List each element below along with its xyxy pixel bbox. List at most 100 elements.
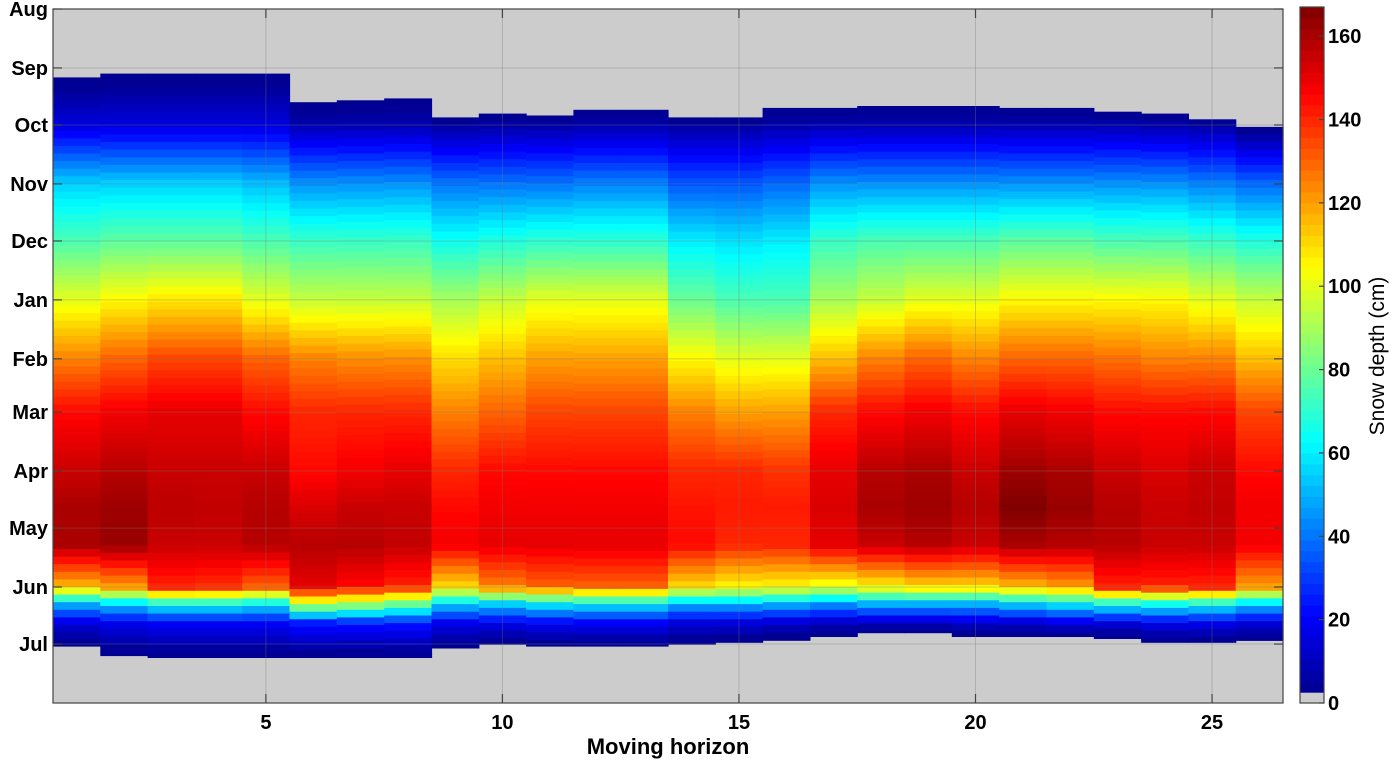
heatmap-cell: [242, 149, 291, 158]
heatmap-cell: [809, 381, 858, 390]
heatmap-cell: [573, 528, 622, 537]
heatmap-cell: [53, 480, 101, 489]
heatmap-cell: [1046, 358, 1095, 368]
heatmap-cell: [384, 615, 433, 624]
heatmap-cell: [242, 111, 291, 120]
colorbar-swatch: [1300, 496, 1324, 508]
heatmap-cell: [147, 408, 196, 417]
heatmap-cell: [762, 549, 811, 558]
heatmap-cell: [147, 256, 196, 265]
heatmap-cell: [857, 425, 906, 434]
heatmap-cell: [904, 311, 953, 320]
heatmap-cell: [1188, 476, 1237, 485]
heatmap-cell: [620, 452, 669, 461]
heatmap-cell: [809, 168, 858, 177]
heatmap-cell: [100, 142, 149, 151]
heatmap-cell: [904, 425, 953, 434]
heatmap-cell: [620, 322, 669, 331]
heatmap-cell: [715, 573, 764, 582]
heatmap-cell: [194, 88, 243, 98]
heatmap-cell: [620, 604, 669, 613]
heatmap-cell: [1093, 400, 1142, 409]
heatmap-cell: [478, 265, 527, 274]
heatmap-cell: [526, 183, 574, 193]
heatmap-cell: [478, 554, 527, 563]
heatmap-cell: [762, 115, 811, 124]
heatmap-cell: [620, 581, 669, 590]
heatmap-cell: [1235, 324, 1284, 333]
heatmap-cell: [1235, 621, 1284, 630]
heatmap-cell: [715, 360, 764, 369]
heatmap-cell: [1141, 121, 1189, 130]
heatmap-cell: [478, 372, 527, 381]
heatmap-cell: [384, 486, 433, 495]
heatmap-cell: [384, 128, 433, 137]
heatmap-cell: [951, 448, 1000, 457]
heatmap-cell: [526, 609, 574, 618]
heatmap-cell: [100, 362, 149, 371]
heatmap-cell: [147, 484, 196, 493]
heatmap-cell: [951, 516, 1000, 525]
heatmap-cell: [620, 459, 669, 468]
heatmap-cell: [1046, 366, 1095, 375]
heatmap-cell: [951, 121, 1000, 130]
colorbar-swatch: [1300, 224, 1324, 236]
heatmap-cell: [194, 393, 243, 402]
heatmap-cell: [762, 351, 811, 360]
heatmap-cell: [194, 362, 243, 371]
heatmap-cell: [289, 140, 338, 149]
heatmap-cell: [478, 585, 527, 594]
heatmap-cell: [53, 107, 101, 117]
heatmap-cell: [904, 159, 953, 168]
heatmap-cell: [809, 465, 858, 474]
heatmap-cell: [857, 478, 906, 487]
heatmap-cell: [762, 511, 811, 520]
heatmap-cell: [1235, 530, 1284, 539]
heatmap-cell: [904, 128, 953, 137]
heatmap-cell: [999, 199, 1048, 208]
heatmap-cell: [1141, 531, 1189, 541]
heatmap-cell: [715, 581, 764, 590]
heatmap-cell: [336, 472, 385, 482]
heatmap-cell: [336, 290, 385, 299]
heatmap-cell: [478, 592, 527, 601]
heatmap-cell: [478, 638, 527, 645]
heatmap-cell: [336, 571, 385, 580]
heatmap-cell: [857, 189, 906, 198]
heatmap-cell: [857, 455, 906, 464]
heatmap-cell: [904, 410, 953, 419]
heatmap-cell: [1188, 377, 1237, 387]
heatmap-cell: [478, 128, 527, 137]
heatmap-cell: [194, 187, 243, 196]
heatmap-cell: [147, 119, 196, 128]
heatmap-cell: [1235, 248, 1284, 257]
heatmap-cell: [999, 625, 1048, 634]
heatmap-cell: [762, 450, 811, 459]
heatmap-cell: [1141, 600, 1189, 609]
heatmap-cell: [53, 252, 101, 261]
heatmap-cell: [1093, 415, 1142, 425]
heatmap-cell: [478, 577, 527, 586]
heatmap-cell: [1093, 309, 1142, 318]
heatmap-cell: [53, 427, 101, 436]
heatmap-cell: [53, 92, 101, 101]
heatmap-cell: [336, 389, 385, 398]
heatmap-cell: [147, 279, 196, 288]
heatmap-cell: [526, 427, 574, 436]
heatmap-cell: [668, 345, 716, 354]
colorbar-swatch: [1300, 539, 1324, 552]
heatmap-cell: [336, 222, 385, 231]
heatmap-cell: [53, 343, 101, 352]
heatmap-cell: [147, 568, 196, 577]
heatmap-cell: [715, 474, 764, 483]
heatmap-cell: [573, 634, 622, 643]
heatmap-cell: [762, 632, 811, 641]
heatmap-cell: [53, 85, 101, 94]
heatmap-cell: [431, 414, 480, 423]
heatmap-cell: [668, 467, 716, 476]
heatmap-cell: [194, 461, 243, 470]
heatmap-cell: [147, 187, 196, 196]
heatmap-cell: [1188, 583, 1237, 592]
heatmap-cell: [620, 231, 669, 240]
heatmap-cell: [857, 258, 906, 267]
